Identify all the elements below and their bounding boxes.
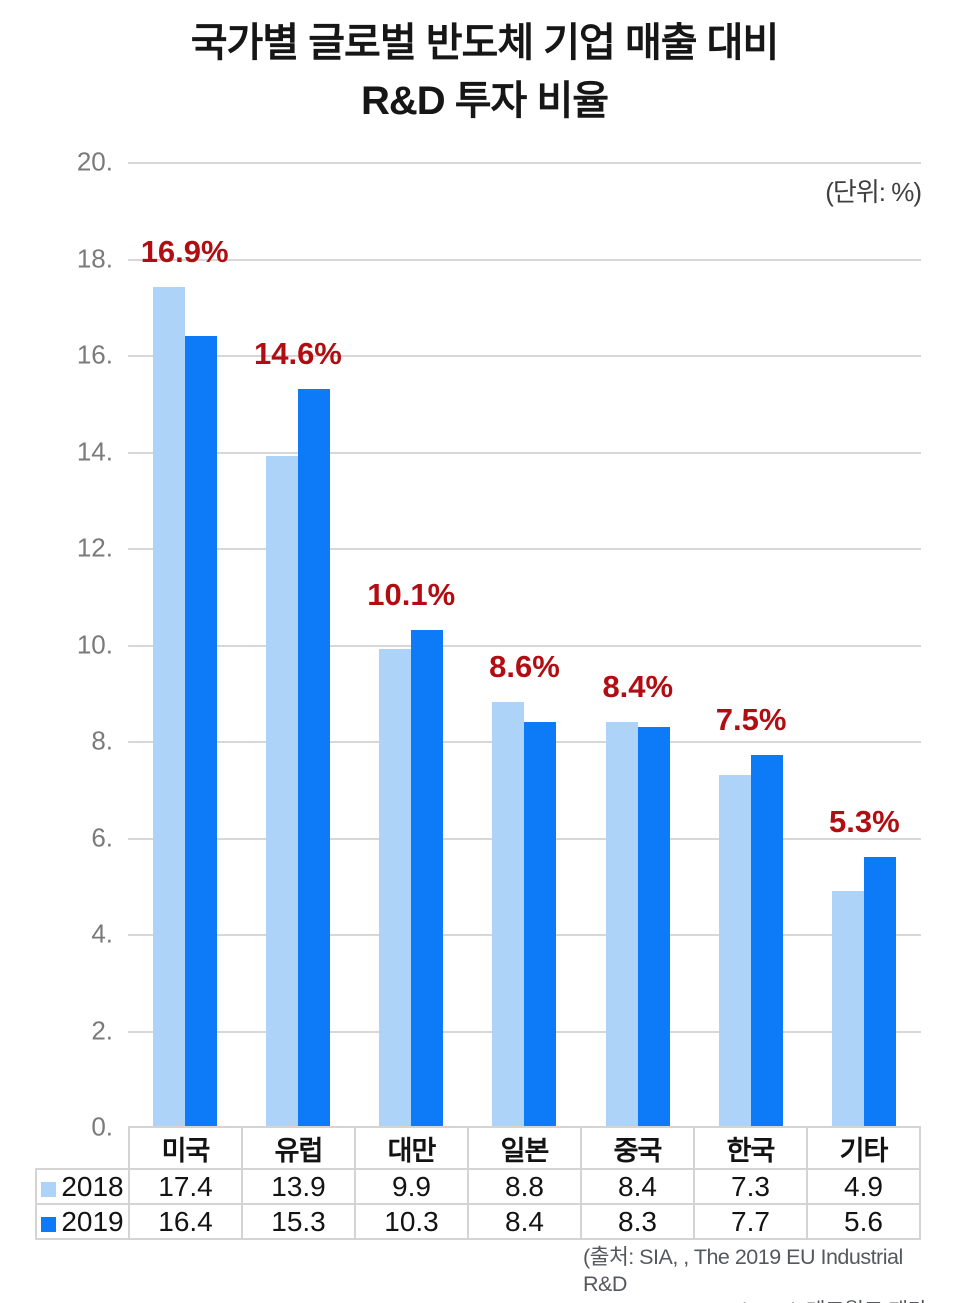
table-value-cell: 17.4 [128, 1168, 243, 1205]
gridline [128, 644, 921, 647]
point-label: 5.3% [829, 803, 900, 839]
bar-2018 [152, 287, 185, 1127]
bar-2019 [637, 726, 670, 1127]
column-header-기타: 기타 [806, 1126, 921, 1170]
table-value-cell: 5.6 [806, 1203, 921, 1240]
table-value-cell: 9.9 [354, 1168, 469, 1205]
page-title-line-2: R&D 투자 비율 [360, 79, 609, 123]
bar-2019 [864, 856, 897, 1127]
table-row-2019: 2019 16.4 15.3 10.3 8.4 8.3 7.7 5.6 [35, 1203, 921, 1240]
bar-2018 [265, 456, 298, 1127]
unit-label: (단위: %) [825, 177, 922, 207]
table-row-2018: 2018 17.4 13.9 9.9 8.8 8.4 7.3 4.9 [35, 1168, 921, 1205]
y-tick-label: 2. [91, 1015, 113, 1045]
y-tick-label: 8. [91, 725, 113, 756]
source-line-1: (출처: SIA, , The 2019 EU Industrial R&D [583, 1245, 903, 1296]
bar-group-중국: 8.4% [581, 162, 694, 1127]
bar-group-일본: 8.6% [468, 162, 581, 1127]
y-tick-label: 10. [76, 629, 113, 659]
column-header-중국: 중국 [580, 1126, 695, 1170]
bar-group-한국: 7.5% [694, 162, 807, 1127]
table-value-cell: 8.8 [467, 1168, 582, 1205]
bar-2019 [411, 630, 444, 1127]
plot-area: 16.9% 14.6% 10.1% 8.6% 8.4% 7.5% 5.3% [128, 162, 921, 1127]
point-label: 8.4% [602, 668, 674, 704]
y-tick-label: 4. [91, 918, 113, 949]
table-value-cell: 13.9 [241, 1168, 356, 1205]
bar-group-미국: 16.9% [128, 162, 241, 1127]
column-header-일본: 일본 [467, 1126, 582, 1170]
table-value-cell: 15.3 [241, 1203, 356, 1240]
legend-cell-2018: 2018 [35, 1168, 130, 1205]
page-title-line-1: 국가별 글로벌 반도체 기업 매출 대비 [190, 21, 780, 65]
bar-2018 [379, 649, 412, 1127]
y-tick-label: 0. [91, 1111, 113, 1142]
table-corner-cell [36, 1127, 129, 1169]
table-value-cell: 16.4 [128, 1203, 243, 1240]
table-value-cell: 7.3 [693, 1168, 808, 1205]
table-value-cell: 7.7 [693, 1203, 808, 1240]
point-label: 7.5% [715, 702, 787, 738]
y-tick-label: 18. [76, 243, 113, 273]
bar-2018 [832, 890, 865, 1127]
bar-group-대만: 10.1% [355, 162, 468, 1127]
point-label: 8.6% [489, 649, 560, 685]
gridline [128, 451, 921, 454]
bar-2018 [719, 774, 752, 1127]
legend-square-icon [41, 1181, 57, 1197]
y-tick-label: 14. [76, 436, 113, 466]
bar-2019 [297, 388, 330, 1127]
y-axis: 20. 18. 16. 14. 12. 10. 8. 6. 4. 2. 0. [0, 147, 113, 1142]
column-header-유럽: 유럽 [241, 1126, 356, 1170]
table-value-cell: 8.4 [467, 1203, 582, 1240]
bar-group-기타: 5.3% [808, 162, 921, 1127]
point-label: 10.1% [367, 577, 456, 613]
column-header-한국: 한국 [693, 1126, 808, 1170]
table-value-cell: 8.4 [580, 1168, 695, 1205]
gridline [128, 355, 921, 357]
column-header-미국: 미국 [128, 1126, 243, 1170]
source-line-2: Investment Scoreboard, 테크월드 재가공) [583, 1298, 943, 1303]
column-header-대만: 대만 [354, 1126, 469, 1170]
point-label: 14.6% [253, 335, 342, 371]
table-header-row: 미국 유럽 대만 일본 중국 한국 기타 [36, 1126, 921, 1170]
point-label: 16.9% [140, 234, 229, 270]
bar-2019 [184, 335, 217, 1127]
bar-2018 [605, 721, 638, 1127]
bar-2019 [524, 721, 557, 1127]
bar-group-유럽: 14.6% [241, 162, 354, 1127]
y-tick-label: 12. [76, 532, 113, 563]
y-tick-label: 16. [76, 339, 113, 370]
table-value-cell: 10.3 [354, 1203, 469, 1240]
source-note: (출처: SIA, , The 2019 EU Industrial R&D I… [583, 1244, 943, 1303]
bar-2018 [492, 702, 525, 1127]
y-tick-label: 20. [76, 146, 113, 177]
legend-square-icon [41, 1216, 57, 1232]
y-tick-label: 6. [91, 822, 113, 852]
gridline [128, 258, 921, 261]
table-value-cell: 8.3 [580, 1203, 695, 1240]
gridline [128, 162, 921, 164]
data-table: 미국 유럽 대만 일본 중국 한국 기타 2018 17.4 13.9 9.9 8.8 8.4 7.3 4.… [35, 1126, 921, 1240]
gridline [128, 548, 921, 550]
bar-2019 [751, 755, 784, 1127]
table-value-cell: 4.9 [806, 1168, 921, 1205]
page-title: 국가별 글로벌 반도체 기업 매출 대비 R&D 투자 비율 [0, 14, 969, 130]
legend-cell-2019: 2019 [35, 1203, 130, 1240]
